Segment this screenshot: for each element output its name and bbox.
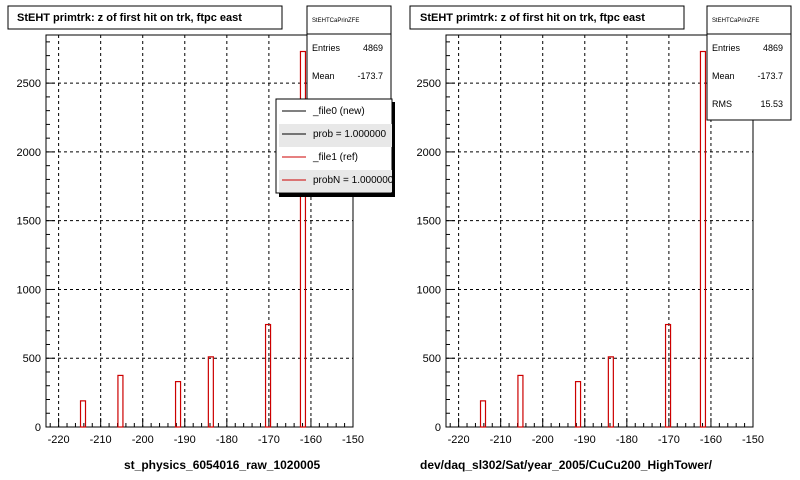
left-x-axis-label: st_physics_6054016_raw_1020005 (124, 458, 320, 472)
left-legend: _file0 (new) prob = 1.000000 _file1 (ref… (275, 98, 395, 197)
right-x-tick-label: -180 (616, 434, 638, 446)
left-axis-ticks (46, 41, 354, 428)
right-stats-title: StEHTCaPrinZFE (712, 18, 759, 24)
left-x-tick-label: -180 (216, 434, 238, 446)
left-title-box (7, 5, 283, 30)
right-histogram-panel: -220 -210 -200 -190 -180 -170 -160 -150 0 500 100… (409, 5, 792, 472)
left-x-tick-label: -200 (132, 434, 154, 446)
right-stats-box: StEHTCaPrinZFE Entries 4869 Mean -173.7 … (706, 5, 792, 121)
left-y-tick-label: 500 (23, 353, 41, 365)
left-histogram-bar (79, 400, 87, 428)
right-x-tick-labels: -220 -210 -200 -190 -180 -170 -160 -150 (448, 434, 764, 446)
right-histogram-bar (517, 374, 524, 428)
right-x-tick-label: -220 (448, 434, 470, 446)
right-stats-mean-value: -173.7 (757, 71, 783, 81)
left-stats-mean-label: Mean (312, 71, 335, 81)
right-x-tick-label: -150 (742, 434, 764, 446)
left-histogram-bar (264, 323, 272, 428)
right-stats-rms-label: RMS (712, 99, 732, 109)
left-chart-title: StEHT primtrk: z of first hit on trk, ft… (17, 12, 242, 24)
right-y-tick-label: 0 (435, 422, 441, 434)
right-y-tick-label: 500 (423, 353, 441, 365)
right-axis-ticks (446, 41, 754, 428)
right-x-tick-label: -170 (658, 434, 680, 446)
legend-entry-probN: probN = 1.000000 (313, 175, 394, 186)
left-x-tick-label: -150 (342, 434, 364, 446)
right-histogram-bar (479, 400, 487, 428)
left-x-tick-label: -220 (48, 434, 70, 446)
left-x-tick-label: -190 (174, 434, 196, 446)
right-x-tick-label: -190 (574, 434, 596, 446)
right-x-tick-label: -210 (490, 434, 512, 446)
right-histogram-bar (664, 323, 672, 428)
right-stats-rms-value: 15.53 (760, 99, 783, 109)
right-stats-entries-value: 4869 (763, 43, 783, 53)
left-stats-box: StEHTCaPrinZFE Entries 4869 Mean -173.7 (306, 5, 392, 103)
legend-entry-prob: prob = 1.000000 (313, 129, 387, 140)
left-y-tick-label: 2500 (17, 78, 41, 90)
right-y-tick-label: 1500 (417, 216, 441, 228)
left-y-tick-label: 2000 (17, 147, 41, 159)
right-chart-title: StEHT primtrk: z of first hit on trk, ft… (420, 12, 645, 24)
right-histogram-bar (574, 381, 582, 428)
left-stats-title: StEHTCaPrinZFE (312, 18, 359, 24)
right-stats-mean-label: Mean (712, 71, 735, 81)
left-stats-entries-value: 4869 (363, 43, 383, 53)
right-y-tick-label: 1000 (417, 284, 441, 296)
left-histogram-bar (207, 356, 214, 428)
left-histogram-bar (174, 381, 182, 428)
right-y-tick-label: 2000 (417, 147, 441, 159)
left-x-tick-label: -170 (258, 434, 280, 446)
legend-entry-file1: _file1 (ref) (312, 152, 358, 163)
right-x-tick-label: -160 (700, 434, 722, 446)
right-y-tick-labels: 0 500 1000 1500 2000 2500 (417, 78, 441, 434)
right-plot-frame (445, 34, 754, 428)
left-histogram-bar (117, 374, 124, 428)
left-x-tick-label: -210 (90, 434, 112, 446)
left-histogram-bar (299, 50, 307, 428)
right-stats-entries-label: Entries (712, 43, 741, 53)
left-y-tick-labels: 0 500 1000 1500 2000 2500 (17, 78, 41, 434)
left-stats-mean-value: -173.7 (357, 71, 383, 81)
right-y-tick-label: 2500 (417, 78, 441, 90)
right-histogram-bar (607, 356, 614, 428)
left-y-tick-label: 0 (35, 422, 41, 434)
right-x-axis-label: dev/daq_sl302/Sat/year_2005/CuCu200_High… (420, 458, 713, 472)
right-histogram-bar (699, 50, 707, 428)
left-histogram-panel: -220 -210 -200 -190 -180 -170 -160 -150 0 500 100… (7, 5, 395, 472)
right-grid (446, 35, 753, 427)
left-y-tick-label: 1500 (17, 216, 41, 228)
legend-entry-file0: _file0 (new) (312, 106, 365, 117)
left-grid (46, 35, 353, 427)
right-bars (479, 50, 707, 428)
right-title-box (409, 5, 685, 30)
left-stats-entries-label: Entries (312, 43, 341, 53)
right-x-tick-label: -200 (532, 434, 554, 446)
left-y-tick-label: 1000 (17, 284, 41, 296)
left-x-tick-label: -160 (300, 434, 322, 446)
left-bars (79, 50, 307, 428)
left-x-tick-labels: -220 -210 -200 -190 -180 -170 -160 -150 (48, 434, 364, 446)
